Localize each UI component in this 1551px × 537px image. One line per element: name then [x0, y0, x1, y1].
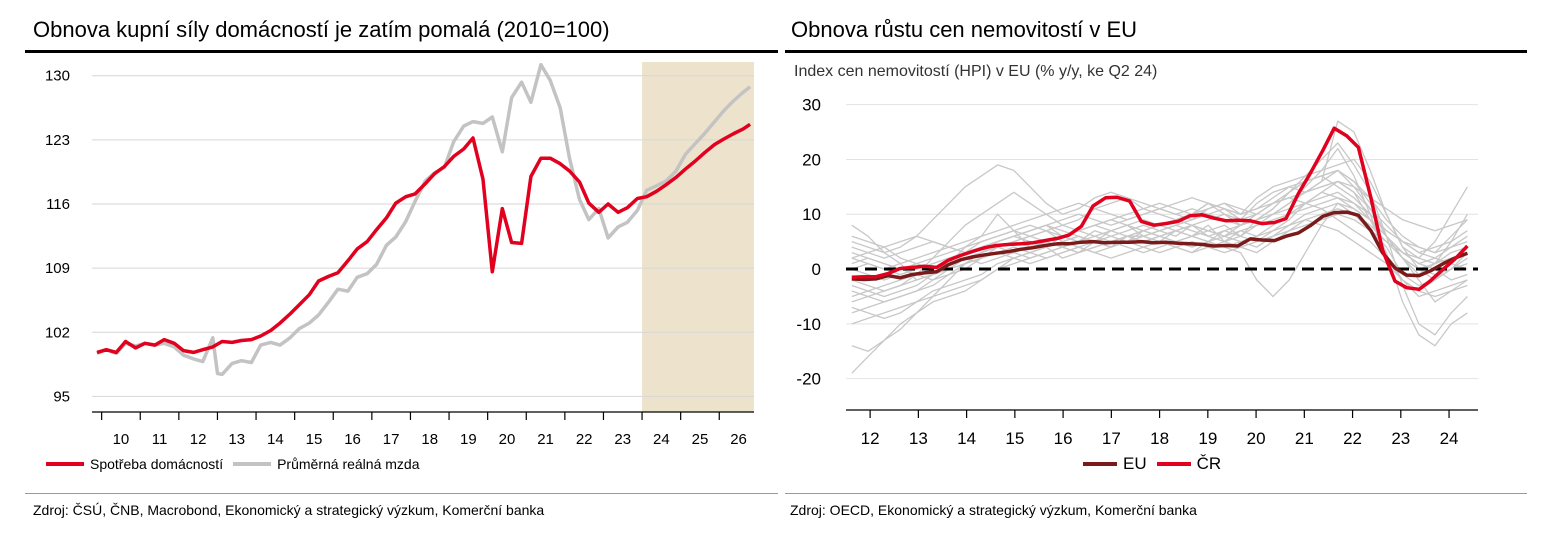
x-tick-label: 24 [1440, 429, 1459, 448]
x-tick-label: 24 [653, 431, 670, 448]
y-tick-label: 0 [812, 260, 821, 279]
country-line [851, 213, 1468, 320]
right-source-note: Zdroj: OECD, Ekonomický a strategický vý… [790, 502, 1197, 518]
right-title-rule [785, 50, 1527, 53]
x-tick-label: 25 [692, 431, 709, 448]
x-tick-label: 17 [1102, 429, 1121, 448]
legend-label-eu: EU [1123, 454, 1147, 473]
country-line [851, 180, 1468, 270]
x-tick-label: 21 [1295, 429, 1314, 448]
y-tick-label: 109 [45, 260, 70, 277]
legend-item-mzda: Průměrná reálná mzda [233, 456, 420, 472]
x-tick-label: 19 [1198, 429, 1217, 448]
x-tick-label: 15 [1005, 429, 1024, 448]
legend-item-spotreba: Spotřeba domácností [46, 456, 223, 472]
y-tick-label: -10 [796, 315, 821, 334]
x-tick-label: 15 [306, 431, 323, 448]
legend-swatch-red [46, 462, 84, 466]
x-tick-label: 20 [1247, 429, 1266, 448]
legend-item-eu: EU [1083, 454, 1147, 474]
y-tick-label: 10 [802, 205, 821, 224]
y-tick-label: -20 [796, 370, 821, 389]
x-tick-label: 18 [421, 431, 438, 448]
x-tick-label: 12 [861, 429, 880, 448]
x-tick-label: 22 [576, 431, 593, 448]
right-chart-panel: Obnova růstu cen nemovitostí v EU Index … [785, 0, 1551, 537]
x-tick-label: 16 [344, 431, 361, 448]
legend-swatch-red [1156, 462, 1191, 466]
y-tick-label: 130 [45, 68, 70, 85]
right-line-chart: -20 -10 0 10 20 30 12 13 14 15 16 17 18 19 20 21 22 23 24 [796, 96, 1478, 448]
x-tick-label: 17 [383, 431, 400, 448]
y-tick-label: 116 [46, 196, 70, 213]
legend-label-cr: ČR [1196, 454, 1222, 473]
country-line [851, 120, 1468, 281]
left-chart-title: Obnova kupní síly domácností je zatím po… [33, 17, 610, 42]
x-tick-label: 19 [460, 431, 477, 448]
x-tick-label: 11 [152, 431, 168, 448]
series-line-spot-eba-dom-cnost- [96, 122, 752, 355]
x-tick-label: 12 [190, 431, 207, 448]
x-tick-label: 13 [228, 431, 245, 448]
y-tick-label: 95 [53, 388, 70, 405]
y-tick-label: 102 [45, 324, 70, 341]
y-tick-label: 20 [802, 150, 821, 169]
right-chart-subtitle: Index cen nemovitostí (HPI) v EU (% y/y,… [794, 63, 1158, 80]
x-tick-label: 14 [267, 431, 284, 448]
legend-label-spotreba: Spotřeba domácností [90, 456, 224, 472]
left-source-note: Zdroj: ČSÚ, ČNB, Macrobond, Ekonomický a… [33, 502, 545, 518]
legend-swatch-grey [233, 462, 272, 466]
y-tick-label: 123 [45, 132, 70, 149]
x-tick-label: 14 [957, 429, 976, 448]
left-title-rule [25, 50, 778, 53]
right-source-rule [785, 493, 1527, 494]
series-line-eu [851, 210, 1469, 282]
legend-item-cr: ČR [1156, 454, 1222, 474]
x-tick-label: 21 [537, 431, 554, 448]
forecast-shade [642, 62, 754, 412]
left-legend: Spotřeba domácností Průměrná reálná mzda [46, 456, 430, 472]
x-tick-label: 23 [1391, 429, 1410, 448]
series-line-cr [851, 126, 1469, 292]
y-tick-label: 30 [802, 96, 821, 115]
x-tick-label: 18 [1150, 429, 1169, 448]
x-tick-label: 22 [1343, 429, 1362, 448]
x-tick-label: 13 [909, 429, 928, 448]
left-source-rule [25, 493, 778, 494]
x-tick-label: 23 [614, 431, 631, 448]
x-tick-label: 20 [499, 431, 516, 448]
country-line [851, 219, 1468, 325]
country-line [851, 191, 1468, 303]
legend-label-mzda: Průměrná reálná mzda [277, 456, 420, 472]
legend-swatch-darkred [1083, 462, 1117, 466]
x-tick-label: 10 [113, 431, 130, 448]
country-line [851, 142, 1468, 374]
x-tick-label: 16 [1054, 429, 1073, 448]
right-legend: EU ČR [1083, 454, 1231, 474]
left-chart-panel: Obnova kupní síly domácností je zatím po… [25, 17, 778, 518]
x-tick-label: 26 [730, 431, 747, 448]
left-line-chart: 95 102 109 116 123 130 10 11 12 13 14 15 16 17 18 19 20 2… [45, 62, 754, 448]
right-chart-title: Obnova růstu cen nemovitostí v EU [791, 17, 1138, 42]
